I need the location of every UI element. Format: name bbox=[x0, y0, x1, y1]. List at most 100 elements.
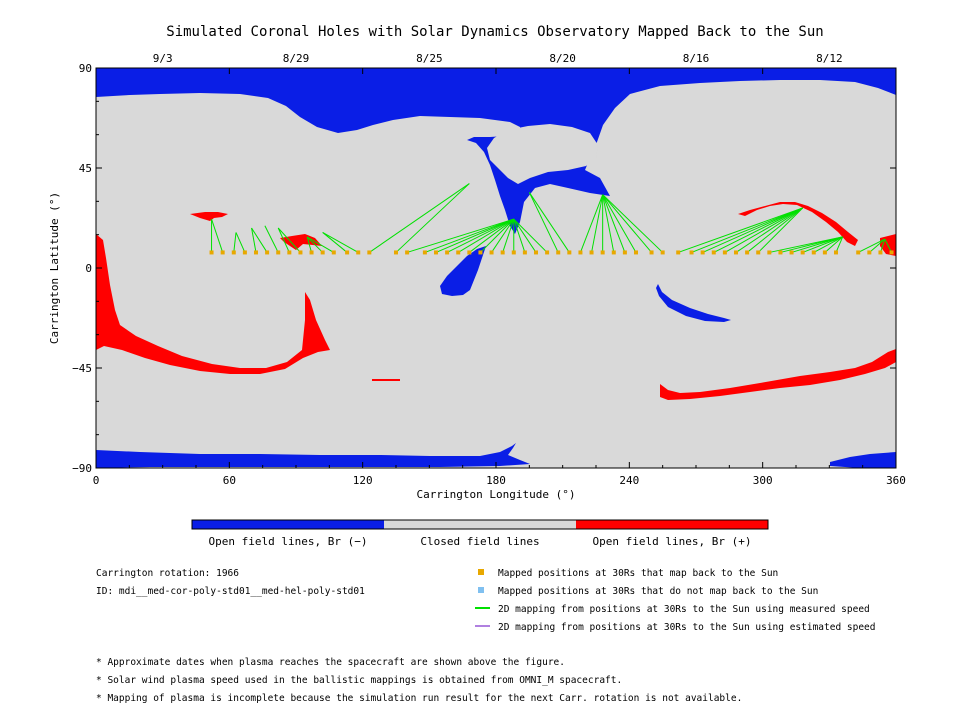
date-label: 8/25 bbox=[416, 52, 443, 65]
mapped-position-point bbox=[889, 250, 894, 255]
mapped-position-point bbox=[611, 250, 616, 255]
mapped-position-point bbox=[500, 250, 505, 255]
mapping-line bbox=[835, 236, 844, 253]
colorbar-label-negative: Open field lines, Br (−) bbox=[209, 535, 368, 548]
y-tick-label: −90 bbox=[72, 462, 92, 475]
mapped-position-point bbox=[722, 250, 727, 255]
closed-field-background bbox=[96, 68, 896, 468]
colorbar-open-positive bbox=[576, 520, 768, 529]
mapping-line bbox=[211, 218, 224, 253]
mapping-line bbox=[513, 218, 526, 253]
mapped-position-point bbox=[578, 250, 583, 255]
mapped-positions bbox=[209, 250, 894, 255]
mapping-line bbox=[713, 207, 803, 253]
mapping-line bbox=[528, 192, 559, 253]
mapped-position-point bbox=[789, 250, 794, 255]
mapped-position-point bbox=[676, 250, 681, 255]
mapping-line bbox=[813, 236, 843, 253]
mapped-position-point bbox=[700, 250, 705, 255]
mapped-position-point bbox=[320, 250, 325, 255]
x-tick-label: 240 bbox=[619, 474, 639, 487]
mapping-line bbox=[528, 192, 570, 253]
mapped-position-point bbox=[511, 250, 516, 255]
mapped-position-point bbox=[649, 250, 654, 255]
mapped-position-point bbox=[856, 250, 861, 255]
y-tick-label: −45 bbox=[72, 362, 92, 375]
mapping-line bbox=[469, 218, 515, 253]
mapping-line bbox=[869, 238, 886, 253]
mapped-position-point bbox=[522, 250, 527, 255]
mapping-line bbox=[306, 236, 335, 253]
legend-label-estimated: 2D mapping from positions at 30Rs to the… bbox=[498, 622, 876, 633]
mapped-position-point bbox=[634, 250, 638, 255]
mapped-position-point bbox=[309, 250, 314, 255]
mapped-position-point bbox=[331, 250, 336, 255]
mapped-position-point bbox=[489, 250, 494, 255]
date-label: 8/12 bbox=[816, 52, 843, 65]
mapping-line bbox=[233, 232, 237, 253]
mapping-line bbox=[746, 207, 803, 253]
mapping-line bbox=[602, 194, 652, 253]
positive-hole-north-small bbox=[280, 234, 322, 250]
mapping-line bbox=[735, 207, 803, 253]
mapped-position-point bbox=[287, 250, 292, 255]
mapped-position-point bbox=[467, 250, 472, 255]
legend-marker-mapped bbox=[478, 569, 484, 575]
carrington-rotation-text: Carrington rotation: 1966 bbox=[96, 568, 239, 579]
mapped-position-point bbox=[800, 250, 805, 255]
mapping-line bbox=[791, 236, 843, 253]
x-axis-label: Carrington Longitude (°) bbox=[417, 488, 576, 501]
legend-marker-unmapped bbox=[478, 587, 484, 593]
mapping-line bbox=[251, 227, 268, 253]
mapped-position-point bbox=[689, 250, 694, 255]
mapping-line bbox=[802, 236, 843, 253]
equatorial-coronal-hole-2 bbox=[656, 284, 731, 322]
mapping-line bbox=[235, 232, 246, 253]
note-speed-source: * Solar wind plasma speed used in the ba… bbox=[96, 675, 622, 686]
mapping-line bbox=[502, 218, 515, 253]
mapped-position-point bbox=[254, 250, 258, 255]
run-id-text: ID: mdi__med-cor-poly-std01__med-hel-pol… bbox=[96, 586, 365, 597]
mapping-line bbox=[435, 218, 514, 253]
mapping-line bbox=[322, 232, 359, 253]
x-axis: 0 60 120 180 240 300 360 bbox=[93, 68, 906, 487]
mapped-position-point bbox=[231, 250, 236, 255]
mapping-line bbox=[678, 207, 803, 253]
mapped-position-point bbox=[534, 250, 538, 255]
date-label: 9/3 bbox=[153, 52, 173, 65]
colorbar-closed bbox=[384, 520, 576, 529]
mapping-line bbox=[406, 218, 514, 253]
colorbar-label-closed: Closed field lines bbox=[420, 535, 539, 548]
mapping-line bbox=[457, 218, 515, 253]
x-tick-label: 300 bbox=[753, 474, 773, 487]
mapping-line bbox=[513, 218, 548, 253]
mapping-line bbox=[579, 194, 604, 253]
x-tick-label: 0 bbox=[93, 474, 100, 487]
mapped-position-point bbox=[478, 250, 483, 255]
legend-label-measured: 2D mapping from positions at 30Rs to the… bbox=[498, 604, 870, 615]
date-label: 8/20 bbox=[549, 52, 576, 65]
x-tick-label: 360 bbox=[886, 474, 906, 487]
mapped-position-point bbox=[622, 250, 627, 255]
mapped-position-point bbox=[445, 250, 450, 255]
y-axis: 90 45 0 −45 −90 bbox=[72, 62, 896, 475]
x-tick-label: 120 bbox=[353, 474, 373, 487]
mapped-position-point bbox=[660, 250, 665, 255]
mapping-line bbox=[602, 194, 615, 253]
mapped-position-point bbox=[242, 250, 247, 255]
mapped-position-point bbox=[711, 250, 716, 255]
mapping-line bbox=[602, 194, 664, 253]
x-tick-label: 180 bbox=[486, 474, 506, 487]
mapping-line bbox=[602, 194, 626, 253]
positive-hole-north-left bbox=[190, 212, 228, 221]
mapping-line bbox=[277, 227, 290, 253]
mapped-position-point bbox=[745, 250, 750, 255]
chart-title: Simulated Coronal Holes with Solar Dynam… bbox=[166, 24, 823, 40]
legend-label-unmapped: Mapped positions at 30Rs that do not map… bbox=[498, 586, 818, 597]
mapped-position-point bbox=[456, 250, 461, 255]
mapping-line bbox=[824, 236, 843, 253]
colorbar-label-positive: Open field lines, Br (+) bbox=[593, 535, 752, 548]
mapping-line bbox=[702, 207, 803, 253]
date-label: 8/29 bbox=[283, 52, 310, 65]
